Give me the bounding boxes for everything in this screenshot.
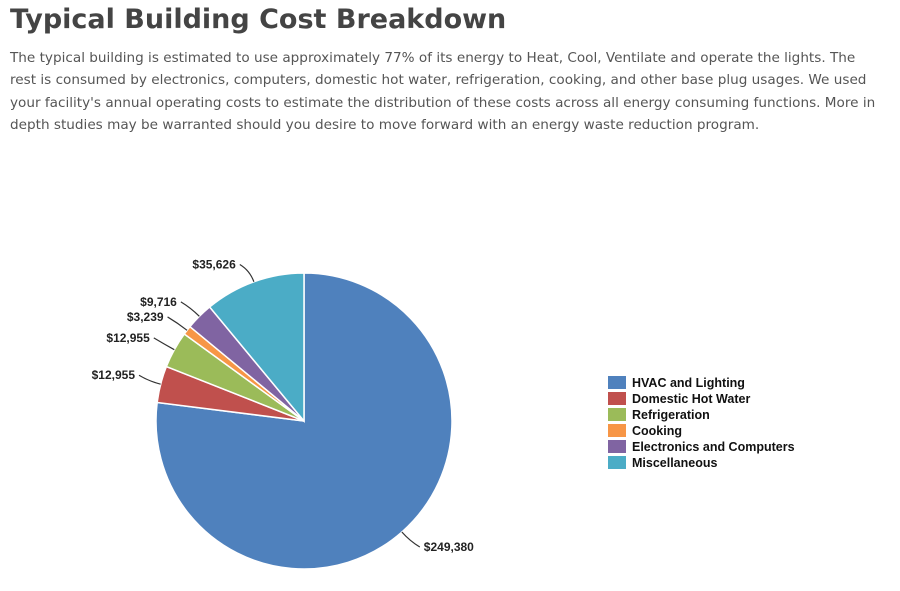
pie-leader-lines: [138, 263, 421, 548]
pie-slice-miscellaneous[interactable]: [208, 272, 305, 424]
leader-line-cooking: [167, 316, 188, 331]
legend-label-refrigeration[interactable]: Refrigeration: [632, 408, 710, 422]
page-title: Typical Building Cost Breakdown: [10, 4, 507, 35]
page-description: The typical building is estimated to use…: [10, 50, 876, 134]
legend-label-hvac-and-lighting[interactable]: HVAC and Lighting: [632, 376, 745, 390]
data-label-hvac-and-lighting: $249,380: [424, 540, 474, 554]
leader-line-domestic-hot-water: [138, 374, 161, 385]
data-label-cooking: $3,239: [127, 310, 164, 324]
data-label-domestic-hot-water: $12,955: [92, 368, 136, 382]
data-label-electronics-and-computers: $9,716: [140, 295, 177, 309]
leader-line-miscellaneous: [239, 263, 255, 282]
pie-data-labels: $249,380 $12,955 $12,955 $3,239$9,716 $35,62…: [92, 257, 475, 554]
legend-swatch-cooking: [608, 424, 626, 437]
legend-label-domestic-hot-water[interactable]: Domestic Hot Water: [632, 392, 750, 406]
chart-legend: HVAC and Lighting Domestic Hot Water Refri…: [608, 376, 795, 470]
legend-swatch-electronics-and-computers: [608, 440, 626, 453]
legend-swatch-hvac-and-lighting: [608, 376, 626, 389]
leader-line-refrigeration: [153, 337, 175, 351]
legend-label-miscellaneous[interactable]: Miscellaneous: [632, 456, 717, 470]
legend-swatch-miscellaneous: [608, 456, 626, 469]
legend-label-cooking[interactable]: Cooking: [632, 424, 682, 438]
legend-swatch-domestic-hot-water: [608, 392, 626, 405]
leader-line-hvac-and-lighting: [401, 531, 421, 548]
legend-label-electronics-and-computers[interactable]: Electronics and Computers: [632, 440, 795, 454]
pie-slices: [155, 272, 453, 570]
leader-line-electronics-and-computers: [180, 301, 200, 317]
data-label-miscellaneous: $35,626: [192, 257, 236, 271]
data-label-refrigeration: $12,955: [106, 331, 150, 345]
legend-swatch-refrigeration: [608, 408, 626, 421]
